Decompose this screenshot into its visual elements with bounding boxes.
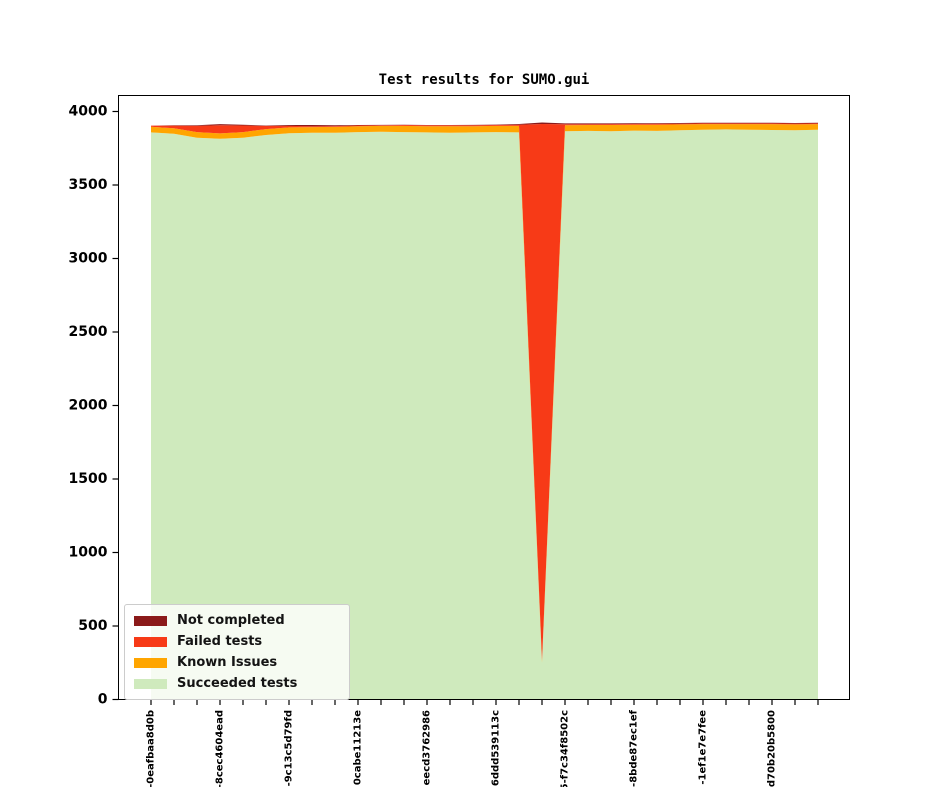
legend-label: Succeeded tests <box>177 676 298 691</box>
x-tick-label: 0cabe11213e <box>353 710 364 785</box>
chart-title: Test results for SUMO.gui <box>378 72 590 88</box>
x-tick-label: d70b20b5800 <box>767 710 778 787</box>
y-tick-label: 500 <box>78 618 107 634</box>
x-tick-label: eecd3762986 <box>422 710 433 785</box>
legend-item: Succeeded tests <box>134 673 340 694</box>
area-not-completed <box>151 122 818 127</box>
y-tick-label: 2000 <box>69 398 108 414</box>
legend-label: Not completed <box>177 613 285 628</box>
legend-item: Known Issues <box>134 652 340 673</box>
y-tick-label: 2500 <box>69 324 108 340</box>
x-tick-label: -0eafbaa8d0b <box>146 710 157 787</box>
area-succeeded-tests <box>151 129 818 700</box>
y-tick-label: 1000 <box>69 545 108 561</box>
y-tick-label: 3000 <box>69 251 108 267</box>
x-tick-label: 6ddd539113c <box>491 710 502 786</box>
y-tick-label: 1500 <box>69 471 108 487</box>
y-tick-label: 4000 <box>69 104 108 120</box>
x-tick-label: -9c13c5d79fd <box>284 710 295 786</box>
y-tick-label: 3500 <box>69 177 108 193</box>
legend-swatch-succeeded-tests <box>134 678 167 689</box>
legend: Not completed Failed tests Known Issues Suc… <box>124 604 350 700</box>
legend-swatch-known-issues <box>134 657 167 668</box>
legend-swatch-not-completed <box>134 615 167 626</box>
legend-label: Known Issues <box>177 655 278 670</box>
x-tick-label: -8cec4604ead <box>215 710 226 787</box>
legend-swatch-failed-tests <box>134 636 167 647</box>
legend-label: Failed tests <box>177 634 263 649</box>
y-tick-label: 0 <box>98 692 108 708</box>
legend-item: Failed tests <box>134 631 340 652</box>
x-tick-label: 5-f7c34f8502c <box>560 710 571 787</box>
legend-item: Not completed <box>134 610 340 631</box>
plot-border <box>118 95 850 700</box>
x-tick-label: -8bde87ec1ef <box>629 709 640 787</box>
x-tick-label: -1ef1e7e7fee <box>698 710 709 785</box>
